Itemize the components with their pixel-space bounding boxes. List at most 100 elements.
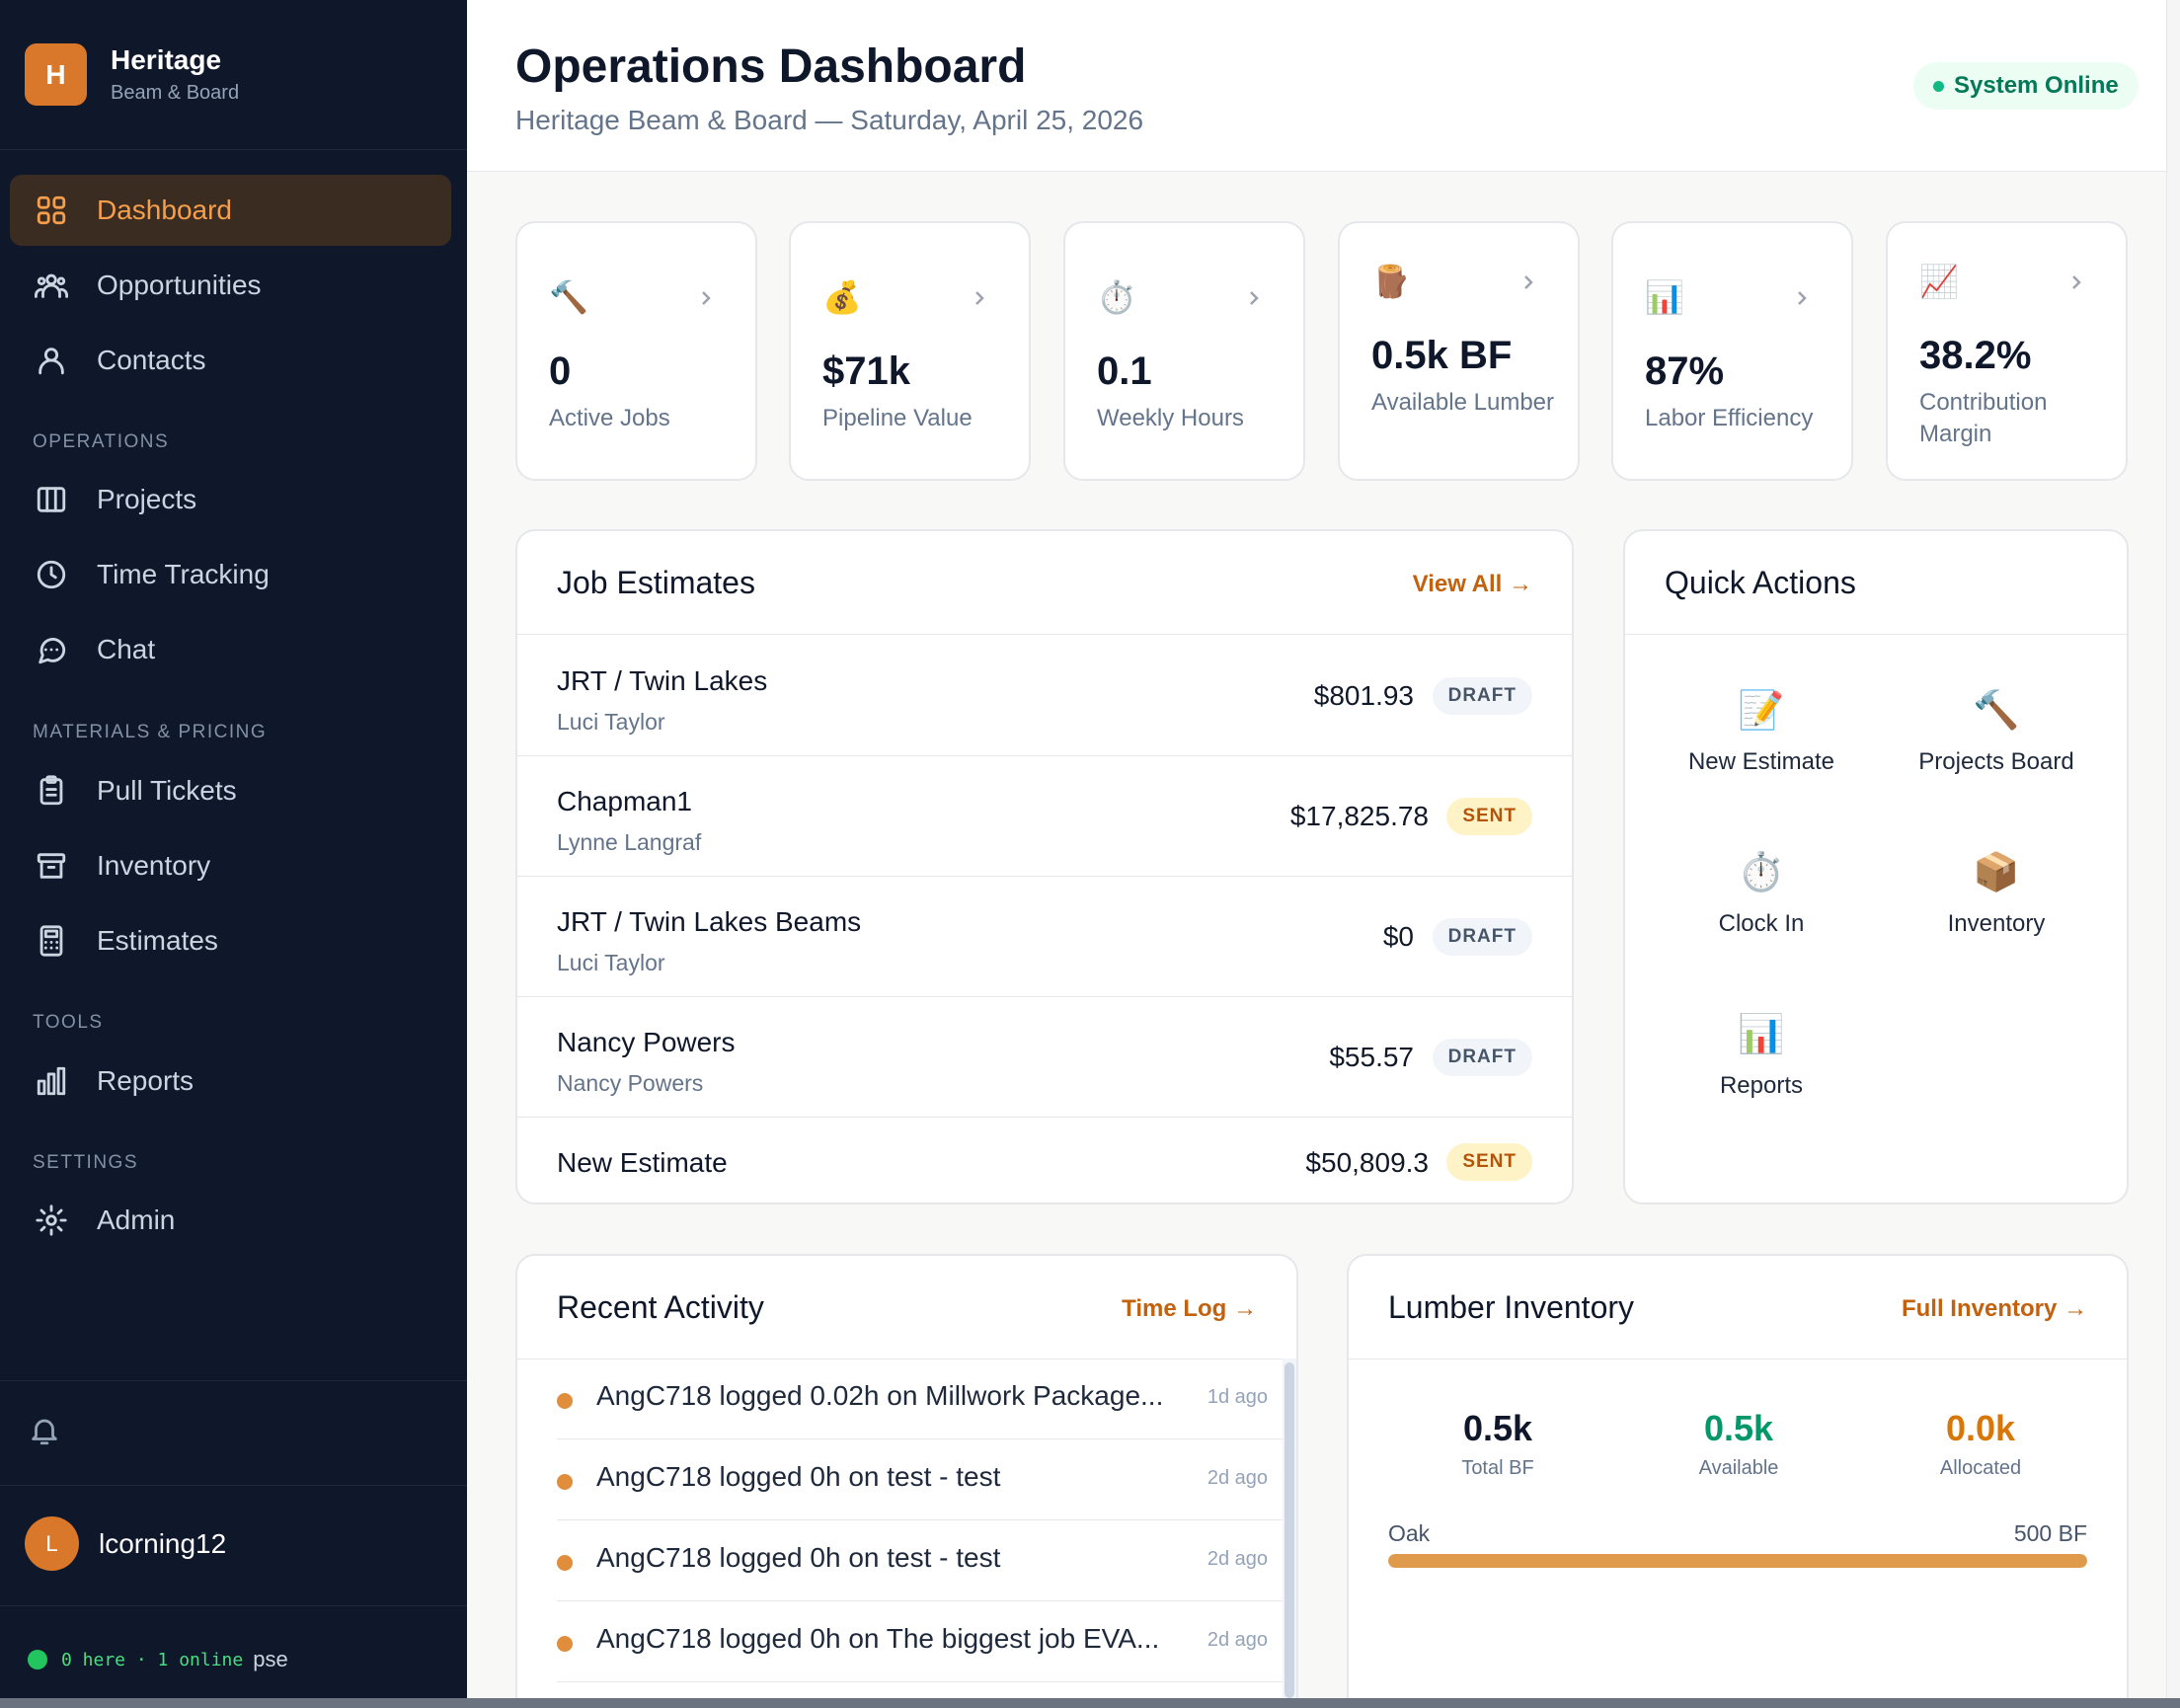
quick-action-new-estimate[interactable]: 📝 New Estimate [1653,689,1870,776]
page-title: Operations Dashboard [515,40,1027,93]
avatar: L [25,1516,79,1571]
time-log-link[interactable]: Time Log → [1122,1295,1257,1322]
activity-scrollbar-thumb[interactable] [1285,1362,1294,1698]
estimate-row[interactable]: JRT / Twin Lakes Beams Luci Taylor $0 DR… [517,877,1572,997]
lumber-progress-fill [1388,1554,2087,1568]
stat-value: 38.2% [1919,334,2032,377]
stat-card-labor-efficiency[interactable]: 📊 87% Labor Efficiency [1611,221,1853,481]
activity-dot-icon [557,1636,573,1652]
sidebar-item-label: Contacts [97,345,206,375]
stat-value: 0.5k BF [1371,334,1513,377]
sidebar-item-dashboard[interactable]: Dashboard [10,175,451,246]
status-badge: DRAFT [1432,1039,1532,1076]
activity-item[interactable]: AngC718 logged 0h on test - test 2d ago [557,1439,1287,1520]
presence-indicator: 0 here · 1 online pse [28,1647,288,1672]
panel-title: Lumber Inventory [1388,1289,1635,1325]
stat-card-active-jobs[interactable]: 🔨 0 Active Jobs [515,221,757,481]
estimate-name: Chapman1 [557,786,692,816]
bar-chart-emoji-icon: 📊 [1738,1014,1785,1055]
stat-card-pipeline-value[interactable]: 💰 $71k Pipeline Value [789,221,1031,481]
lumber-stat-total: 0.5k Total BF [1399,1408,1596,1480]
stat-card-contribution-margin[interactable]: 📈 38.2% Contribution Margin [1886,221,2128,481]
lumber-stat-available: 0.5k Available [1640,1408,1837,1480]
sidebar-item-opportunities[interactable]: Opportunities [10,250,451,321]
stat-card-weekly-hours[interactable]: ⏱️ 0.1 Weekly Hours [1063,221,1305,481]
estimate-client: Luci Taylor [557,709,665,735]
lumber-species: Oak [1388,1520,1431,1546]
stat-label: Weekly Hours [1097,405,1244,431]
quick-action-label: Projects Board [1918,748,2074,775]
page-scrollbar[interactable] [2166,0,2180,1698]
estimate-client: Nancy Powers [557,1070,704,1096]
chevron-right-icon [2066,272,2086,292]
activity-item[interactable]: AngC718 logged 0h on test - test 2d ago [557,1520,1287,1601]
quick-action-inventory[interactable]: 📦 Inventory [1888,851,2105,938]
activity-time: 2d ago [1207,1629,1268,1651]
status-badge: DRAFT [1432,677,1532,715]
bar-chart-icon [34,1063,69,1099]
estimate-row[interactable]: Chapman1 Lynne Langraf $17,825.78 SENT [517,756,1572,877]
activity-text: AngC718 logged 0h on test - test [596,1461,1001,1492]
activity-time: 2d ago [1207,1548,1268,1570]
estimate-name: New Estimate [557,1147,728,1178]
bell-icon[interactable] [28,1414,63,1449]
stopwatch-icon: ⏱️ [1738,852,1785,893]
sidebar-item-chat[interactable]: Chat [10,614,451,685]
estimate-amount: $50,809.3 [1305,1147,1429,1178]
full-inventory-link[interactable]: Full Inventory → [1901,1295,2087,1322]
sidebar-divider [0,1380,467,1381]
brand[interactable]: H Heritage Beam & Board [0,0,467,150]
stat-value: 0.1 [1097,349,1152,393]
lumber-stat-label: Total BF [1461,1457,1534,1479]
sidebar-item-pull-tickets[interactable]: Pull Tickets [10,755,451,826]
sidebar-item-label: Reports [97,1065,195,1096]
stopwatch-icon: ⏱️ [1097,279,1136,315]
columns-icon [34,482,69,517]
quick-actions-panel: Quick Actions 📝 New Estimate 🔨 Projects … [1623,529,2129,1204]
stat-label: Active Jobs [549,405,670,431]
status-badge: DRAFT [1432,918,1532,956]
quick-action-label: New Estimate [1687,748,1835,775]
activity-item[interactable]: AngC718 logged 0h on The biggest job EVA… [557,1601,1287,1682]
panel-title: Quick Actions [1665,565,1856,600]
quick-action-projects-board[interactable]: 🔨 Projects Board [1888,689,2105,776]
quick-action-clock-in[interactable]: ⏱️ Clock In [1653,851,1870,938]
estimate-amount: $0 [1382,921,1414,952]
sidebar-item-reports[interactable]: Reports [10,1046,451,1117]
sidebar-item-label: Inventory [97,850,211,881]
lumber-amount: 500 BF [2013,1520,2087,1546]
estimate-row[interactable]: New Estimate $50,809.3 SENT [517,1118,1572,1203]
brand-subtitle: Beam & Board [111,82,240,104]
sidebar-item-label: Estimates [97,925,218,956]
stat-card-available-lumber[interactable]: 🪵 0.5k BF Available Lumber [1338,221,1580,481]
sidebar-item-projects[interactable]: Projects [10,464,451,535]
estimate-row[interactable]: JRT / Twin Lakes Luci Taylor $801.93 DRA… [517,636,1572,756]
sidebar-item-contacts[interactable]: Contacts [10,325,451,396]
brand-name: Heritage [111,44,222,75]
sidebar-item-estimates[interactable]: Estimates [10,905,451,976]
sidebar-divider [0,1485,467,1486]
sidebar: H Heritage Beam & Board Dashboard Opport… [0,0,467,1698]
sidebar-item-label: Admin [97,1204,176,1235]
activity-time: 2d ago [1207,1467,1268,1489]
archive-icon [34,848,69,884]
activity-dot-icon [557,1555,573,1571]
sidebar-item-label: Projects [97,484,197,514]
quick-action-reports[interactable]: 📊 Reports [1653,1013,1870,1100]
sidebar-item-time-tracking[interactable]: Time Tracking [10,539,451,610]
user-menu[interactable]: L lcorning12 [25,1516,226,1571]
sidebar-item-inventory[interactable]: Inventory [10,830,451,901]
chevron-right-icon [1244,288,1264,308]
stat-value: 87% [1645,349,1725,393]
estimate-row[interactable]: Nancy Powers Nancy Powers $55.57 DRAFT [517,997,1572,1118]
view-all-link[interactable]: View All → [1412,571,1532,597]
sidebar-item-label: Time Tracking [97,559,270,589]
estimate-client: Luci Taylor [557,950,665,975]
sidebar-item-admin[interactable]: Admin [10,1185,451,1256]
activity-dot-icon [557,1474,573,1490]
package-icon: 📦 [1973,852,2020,893]
activity-text: AngC718 logged 0h on test - test [596,1542,1001,1573]
activity-item[interactable]: AngC718 logged 0.02h on Millwork Package… [557,1359,1287,1439]
status-badge: System Online [1913,62,2139,110]
lumber-stat-label: Available [1698,1457,1779,1479]
